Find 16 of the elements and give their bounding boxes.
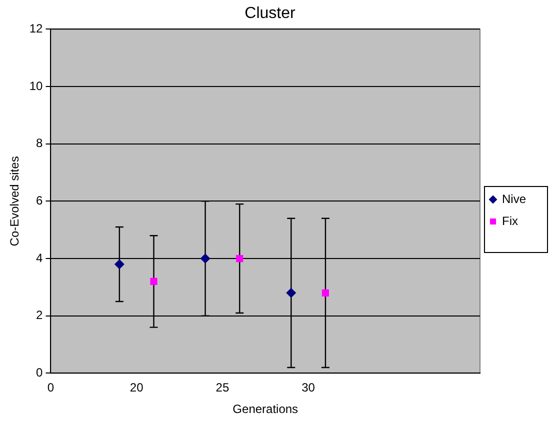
y-tick-label: 8 [36, 136, 44, 150]
y-tick-label: 0 [36, 366, 44, 380]
x-tick-label: 25 [216, 380, 230, 395]
y-tick-label: 6 [36, 194, 44, 208]
x-axis-title: Generations [232, 402, 298, 416]
x-tick-label: 30 [302, 380, 316, 395]
chart-title: Cluster [244, 5, 296, 22]
y-tick-label: 2 [36, 308, 44, 322]
legend-label: Fix [502, 214, 518, 228]
y-tick-label: 10 [29, 78, 44, 93]
legend-label: Nive [502, 192, 526, 206]
y-axis-title: Co-Evolved sites [8, 156, 22, 246]
y-tick-label: 12 [29, 22, 44, 36]
x-tick-label: 0 [47, 380, 54, 395]
x-tick-label: 20 [130, 380, 144, 395]
y-tick-label: 4 [36, 250, 44, 265]
